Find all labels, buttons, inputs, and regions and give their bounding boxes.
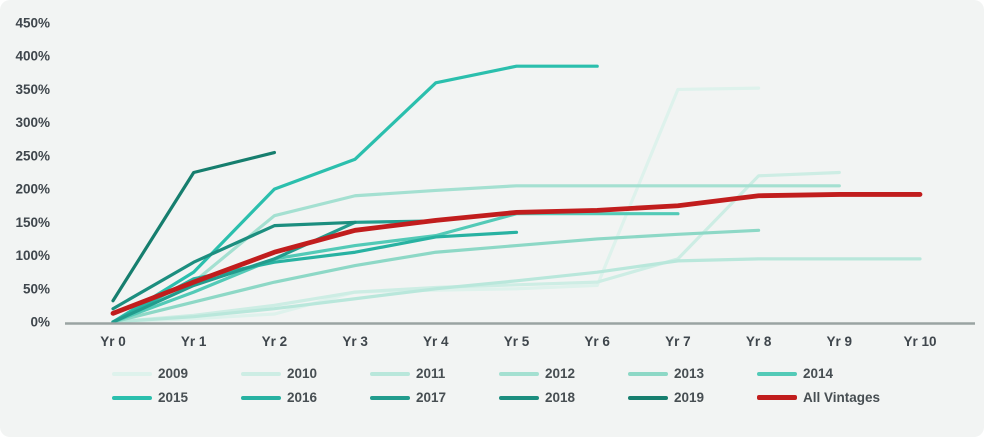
legend-item-2012: 2012 [499, 366, 628, 381]
legend-swatch-icon [757, 395, 797, 400]
legend-label: All Vintages [803, 390, 881, 405]
chart-legend: 2009 2010 2011 2012 2013 2014 2015 2016 2017 2018… [112, 366, 880, 405]
y-axis-tick-label: 200% [15, 182, 50, 197]
legend-swatch-icon [112, 395, 152, 400]
legend-item-2015: 2015 [112, 390, 241, 405]
legend-item-2014: 2014 [757, 366, 833, 381]
series-line-2010 [111, 170, 841, 324]
legend-swatch-icon [499, 395, 539, 400]
x-axis-tick-label: Yr 6 [584, 334, 610, 349]
series-line-2019 [111, 150, 276, 303]
y-axis-tick-label: 250% [15, 148, 50, 163]
legend-swatch-icon [241, 395, 281, 400]
legend-label: 2019 [674, 390, 705, 405]
legend-label: 2015 [158, 390, 189, 405]
legend-row: 2015 2016 2017 2018 2019 All Vintages [112, 390, 880, 405]
series-line-2011 [111, 257, 922, 324]
x-axis-tick-label: Yr 8 [746, 334, 772, 349]
y-axis-tick-label: 450% [15, 16, 50, 31]
legend-label: 2013 [674, 366, 705, 381]
legend-label: 2012 [545, 366, 576, 381]
y-axis-tick-label: 50% [23, 281, 50, 296]
legend-item-2011: 2011 [370, 366, 499, 381]
legend-label: 2009 [158, 366, 189, 381]
legend-swatch-icon [112, 371, 152, 376]
y-axis-tick-label: 300% [15, 115, 50, 130]
legend-item-2013: 2013 [628, 366, 757, 381]
legend-swatch-icon [370, 371, 410, 376]
x-axis-tick-label: Yr 0 [100, 334, 126, 349]
x-axis-tick-label: Yr 5 [504, 334, 530, 349]
legend-label: 2011 [416, 366, 446, 381]
series-line-2012 [111, 184, 841, 324]
legend-item-2016: 2016 [241, 390, 370, 405]
legend-item-all-vintages: All Vintages [757, 390, 880, 405]
series-line-2018 [111, 220, 357, 311]
legend-label: 2017 [416, 390, 447, 405]
legend-row: 2009 2010 2011 2012 2013 2014 [112, 366, 880, 381]
legend-item-2018: 2018 [499, 390, 628, 405]
x-axis-tick-label: Yr 3 [342, 334, 368, 349]
legend-swatch-icon [370, 395, 410, 400]
legend-swatch-icon [499, 371, 539, 376]
y-axis-tick-label: 350% [15, 82, 50, 97]
legend-swatch-icon [241, 371, 281, 376]
legend-label: 2016 [287, 390, 318, 405]
legend-swatch-icon [628, 371, 668, 376]
y-axis-tick-label: 150% [15, 215, 50, 230]
series-line-2015 [111, 64, 599, 324]
legend-swatch-icon [628, 395, 668, 400]
x-axis-tick-label: Yr 10 [903, 334, 936, 349]
y-axis-tick-label: 100% [15, 248, 50, 263]
x-axis-tick-label: Yr 7 [665, 334, 691, 349]
series-line-2014 [111, 212, 680, 324]
vintage-performance-line-chart: 0% 50% 100% 150% 200% 250% 300% 350% 400% 450% Yr … [15, 16, 975, 349]
legend-swatch-icon [757, 371, 797, 376]
legend-item-2017: 2017 [370, 390, 499, 405]
x-axis-tick-label: Yr 2 [262, 334, 288, 349]
x-axis-tick-label: Yr 4 [423, 334, 449, 349]
y-axis-tick-label: 0% [30, 315, 50, 330]
legend-item-2019: 2019 [628, 390, 757, 405]
legend-label: 2018 [545, 390, 576, 405]
series-line-2017 [111, 219, 438, 324]
y-axis-tick-label: 400% [15, 49, 50, 64]
x-axis-tick-label: Yr 1 [181, 334, 207, 349]
series-line-2013 [111, 228, 761, 324]
legend-item-2009: 2009 [112, 366, 241, 381]
x-axis-tick-label: Yr 9 [827, 334, 853, 349]
legend-item-2010: 2010 [241, 366, 370, 381]
legend-label: 2014 [803, 366, 834, 381]
legend-label: 2010 [287, 366, 318, 381]
series-line-all-vintages [110, 192, 923, 316]
